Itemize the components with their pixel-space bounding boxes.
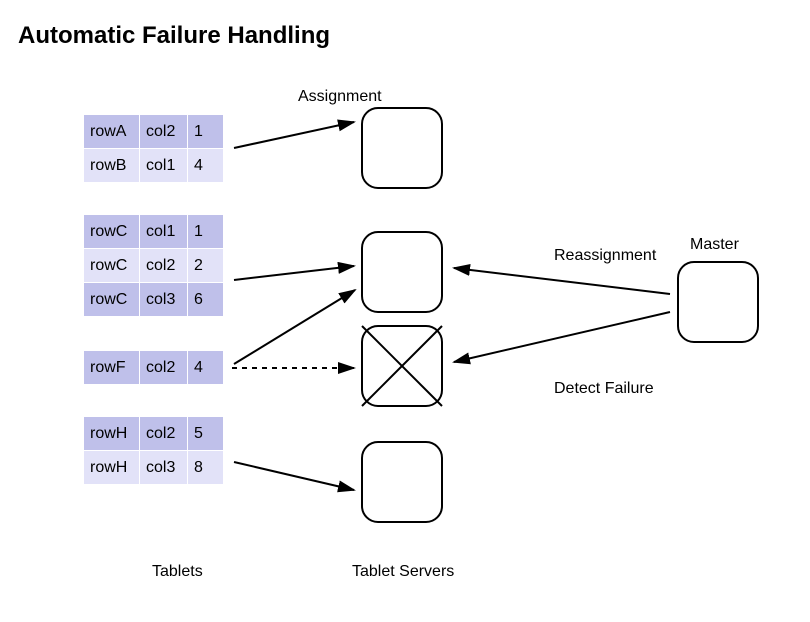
label-master: Master bbox=[690, 236, 739, 254]
table-cell: rowH bbox=[84, 417, 140, 451]
table-row: rowCcol36 bbox=[84, 283, 224, 317]
table-cell: col3 bbox=[140, 451, 188, 485]
table-cell: rowA bbox=[84, 115, 140, 149]
tablet-group: rowFcol24 bbox=[83, 350, 224, 385]
arrow bbox=[234, 266, 354, 280]
arrow bbox=[234, 462, 354, 490]
table-cell: rowH bbox=[84, 451, 140, 485]
table-cell: rowC bbox=[84, 249, 140, 283]
table-cell: 8 bbox=[188, 451, 224, 485]
table-cell: col2 bbox=[140, 417, 188, 451]
label-detect-failure: Detect Failure bbox=[554, 380, 654, 398]
failed-cross-icon bbox=[362, 326, 442, 406]
table-row: rowHcol25 bbox=[84, 417, 224, 451]
server3-box bbox=[362, 326, 442, 406]
table-cell: col3 bbox=[140, 283, 188, 317]
table-row: rowCcol11 bbox=[84, 215, 224, 249]
diagram-canvas: Automatic Failure Handling Assignment Re… bbox=[0, 0, 810, 622]
label-reassignment: Reassignment bbox=[554, 247, 656, 265]
table-cell: 5 bbox=[188, 417, 224, 451]
table-row: rowAcol21 bbox=[84, 115, 224, 149]
table-row: rowBcol14 bbox=[84, 149, 224, 183]
master-box bbox=[678, 262, 758, 342]
server2-box bbox=[362, 232, 442, 312]
table-row: rowCcol22 bbox=[84, 249, 224, 283]
table-row: rowHcol38 bbox=[84, 451, 224, 485]
label-tablet-servers: Tablet Servers bbox=[352, 563, 454, 581]
table-cell: 2 bbox=[188, 249, 224, 283]
label-tablets: Tablets bbox=[152, 563, 203, 581]
table-cell: col2 bbox=[140, 249, 188, 283]
table-cell: rowF bbox=[84, 351, 140, 385]
server1-box bbox=[362, 108, 442, 188]
table-cell: 4 bbox=[188, 149, 224, 183]
tablet-group: rowCcol11rowCcol22rowCcol36 bbox=[83, 214, 224, 317]
table-cell: col2 bbox=[140, 351, 188, 385]
tablet-group: rowHcol25rowHcol38 bbox=[83, 416, 224, 485]
tablet-group: rowAcol21rowBcol14 bbox=[83, 114, 224, 183]
label-assignment: Assignment bbox=[298, 88, 382, 106]
arrow bbox=[454, 268, 670, 294]
table-cell: 4 bbox=[188, 351, 224, 385]
table-cell: rowB bbox=[84, 149, 140, 183]
table-cell: rowC bbox=[84, 283, 140, 317]
arrow bbox=[234, 290, 355, 364]
page-title: Automatic Failure Handling bbox=[18, 22, 330, 50]
table-cell: col1 bbox=[140, 215, 188, 249]
table-cell: 1 bbox=[188, 115, 224, 149]
arrow bbox=[454, 312, 670, 362]
server4-box bbox=[362, 442, 442, 522]
table-cell: 1 bbox=[188, 215, 224, 249]
table-cell: col2 bbox=[140, 115, 188, 149]
table-row: rowFcol24 bbox=[84, 351, 224, 385]
arrow bbox=[234, 122, 354, 148]
table-cell: rowC bbox=[84, 215, 140, 249]
table-cell: col1 bbox=[140, 149, 188, 183]
table-cell: 6 bbox=[188, 283, 224, 317]
failed-cross-icon bbox=[362, 326, 442, 406]
